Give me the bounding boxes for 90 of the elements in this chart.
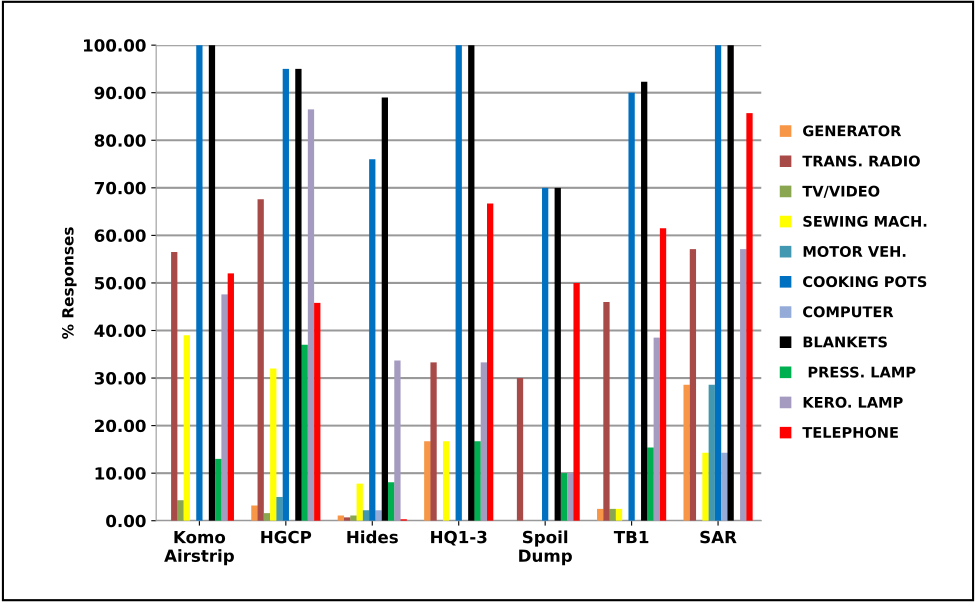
bar xyxy=(603,302,610,521)
bar xyxy=(560,473,568,521)
bar xyxy=(276,496,283,521)
bar xyxy=(382,97,388,521)
bar xyxy=(388,482,394,521)
y-tick-label: 50.00 xyxy=(95,276,146,290)
bar xyxy=(184,335,190,521)
y-tick-label: 70.00 xyxy=(94,182,146,194)
bar xyxy=(480,362,488,521)
bar xyxy=(356,484,363,521)
x-tick-label: Spoil Dump xyxy=(519,530,572,566)
y-tick-label: 100.00 xyxy=(84,39,146,52)
y-tick-label: 30.00 xyxy=(94,372,146,385)
y-tick-label: 80.00 xyxy=(94,134,146,147)
bar xyxy=(567,473,574,521)
bar xyxy=(702,452,709,521)
bar xyxy=(690,249,696,521)
bar xyxy=(554,188,561,521)
bar xyxy=(295,68,302,521)
bar xyxy=(683,384,690,521)
legend-label: TV/VIDEO xyxy=(802,186,880,198)
bar xyxy=(746,113,753,521)
bar xyxy=(196,45,203,521)
bar xyxy=(344,517,350,521)
x-tick-label: HGCP xyxy=(261,530,312,544)
x-tick-label: Hides xyxy=(347,530,398,544)
bar xyxy=(270,368,276,521)
bar xyxy=(215,458,222,521)
bar xyxy=(628,92,635,521)
y-tick-label: 40.00 xyxy=(94,324,146,338)
bar xyxy=(424,441,430,521)
bar xyxy=(474,441,481,521)
bar xyxy=(573,282,580,521)
legend-label: TELEPHONE xyxy=(802,426,898,438)
legend-label: TRANS. RADIO xyxy=(802,156,920,167)
bar xyxy=(654,338,660,521)
bar xyxy=(727,45,734,521)
bar xyxy=(221,294,228,521)
bar xyxy=(641,82,648,521)
x-tick-label: TB1 xyxy=(614,530,648,544)
x-tick-label: HQ1-3 xyxy=(431,530,487,546)
bar xyxy=(610,508,616,521)
bar xyxy=(375,510,382,521)
bar xyxy=(443,441,450,521)
legend-label: PRESS. LAMP xyxy=(808,366,916,378)
bar xyxy=(597,508,604,521)
bar xyxy=(616,508,622,521)
bar xyxy=(177,500,184,521)
bar xyxy=(258,199,264,521)
bar xyxy=(660,228,666,521)
bar xyxy=(708,384,715,521)
y-tick-label: 60.00 xyxy=(94,229,146,242)
bar xyxy=(487,204,494,521)
y-tick-label: 0.00 xyxy=(106,514,146,528)
legend-label: GENERATOR xyxy=(803,125,902,136)
bar xyxy=(251,506,258,521)
x-tick-label: SAR xyxy=(700,530,737,544)
bar xyxy=(456,45,462,521)
x-tick-label: Komo Airstrip xyxy=(164,530,234,566)
bar xyxy=(282,68,289,521)
bar xyxy=(208,45,216,521)
bar xyxy=(362,510,370,521)
bar xyxy=(394,360,401,521)
bar xyxy=(171,252,178,521)
y-tick-label: 20.00 xyxy=(95,420,146,432)
bar xyxy=(430,362,437,521)
bar xyxy=(264,513,270,521)
bar xyxy=(369,159,376,521)
bar xyxy=(314,302,320,521)
legend-label: COMPUTER xyxy=(803,306,894,318)
bar xyxy=(350,516,357,521)
bar xyxy=(542,188,548,521)
legend-label: BLANKETS xyxy=(804,336,887,348)
legend-label: KERO. LAMP xyxy=(804,396,903,408)
legend-label: MOTOR VEH. xyxy=(804,246,906,258)
legend-label: SEWING MACH. xyxy=(803,216,926,227)
bar xyxy=(302,344,308,521)
bar xyxy=(516,378,524,521)
legend-label: COOKING POTS xyxy=(803,276,926,288)
y-tick-label: 90.00 xyxy=(94,86,146,100)
y-axis-title: % Responses xyxy=(62,227,77,339)
bar xyxy=(647,447,654,521)
y-tick-label: 10.00 xyxy=(96,467,146,480)
bar xyxy=(740,249,746,521)
bar xyxy=(468,45,474,521)
bar xyxy=(721,452,728,521)
bar xyxy=(338,516,344,521)
bar xyxy=(308,109,314,521)
bar xyxy=(228,273,234,521)
bar xyxy=(714,45,722,521)
